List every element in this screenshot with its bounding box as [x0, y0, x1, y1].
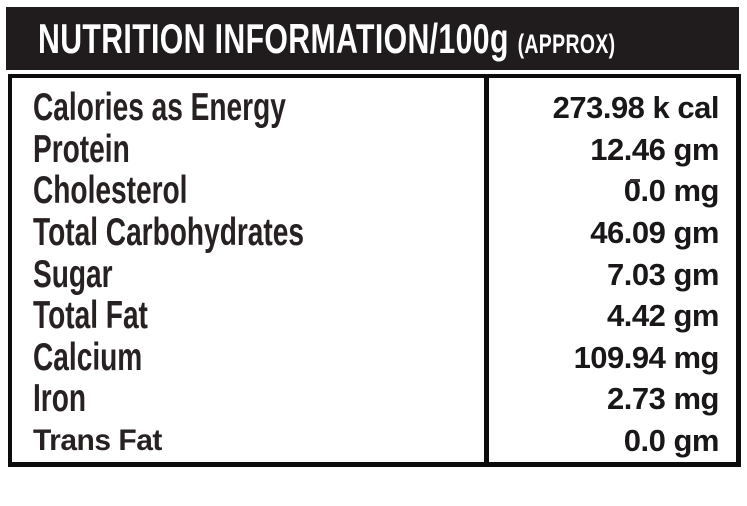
- nutrient-label: Calories as Energy: [33, 86, 286, 130]
- header-title-main: NUTRITION INFORMATION/100g: [38, 14, 509, 62]
- nutrient-label: Cholesterol: [33, 169, 188, 213]
- nutrient-label: Total Carbohydrates: [33, 211, 304, 255]
- nutrient-label-cell: Cholesterol: [12, 171, 484, 210]
- nutrient-label: Sugar: [33, 252, 113, 296]
- nutrient-label-cell: Calcium: [12, 338, 484, 377]
- column-divider: [484, 78, 489, 462]
- table-row-calories: Calories as Energy 273.98 k cal: [12, 87, 736, 129]
- nutrient-label-cell: Iron: [12, 379, 484, 418]
- nutrient-label-cell: Total Fat: [12, 296, 484, 335]
- nutrient-label-cell: Protein: [12, 130, 484, 169]
- nutrient-label: Iron: [33, 377, 87, 421]
- nutrient-label: Calcium: [33, 335, 143, 379]
- nutrient-label: Protein: [33, 127, 130, 171]
- scan-artifact-dash: [630, 179, 640, 182]
- table-row-carbohydrates: Total Carbohydrates 46.09 gm: [12, 212, 736, 254]
- header-title-note: (APPROX): [517, 28, 616, 59]
- table-row-calcium: Calcium 109.94 mg: [12, 337, 736, 379]
- nutrient-label-cell: Trans Fat: [12, 423, 484, 457]
- table-row-trans-fat: Trans Fat 0.0 gm: [12, 420, 736, 462]
- nutrient-value: 0.0 gm: [623, 423, 720, 459]
- table-row-sugar: Sugar 7.03 gm: [12, 253, 736, 295]
- nutrient-label: Trans Fat: [33, 423, 162, 457]
- nutrient-label-cell: Sugar: [12, 255, 484, 294]
- nutrient-value: 273.98 k cal: [552, 90, 720, 126]
- nutrition-table: Calories as Energy 273.98 k cal Protein …: [8, 74, 741, 467]
- nutrient-label-cell: Total Carbohydrates: [12, 213, 484, 252]
- nutrient-label-cell: Calories as Energy: [12, 88, 484, 127]
- nutrient-value: 4.42 gm: [607, 298, 719, 334]
- nutrition-rows: Calories as Energy 273.98 k cal Protein …: [12, 87, 736, 462]
- table-row-cholesterol: Cholesterol 0.0 mg: [12, 170, 736, 212]
- header-bar: NUTRITION INFORMATION/100g (APPROX): [6, 7, 739, 70]
- table-row-iron: Iron 2.73 mg: [12, 378, 736, 420]
- nutrient-value: 109.94 mg: [573, 339, 720, 375]
- nutrient-value: 12.46 gm: [590, 131, 719, 167]
- nutrient-value: 46.09 gm: [590, 215, 719, 251]
- table-row-total-fat: Total Fat 4.42 gm: [12, 295, 736, 337]
- header-title: NUTRITION INFORMATION/100g (APPROX): [38, 14, 616, 62]
- nutrient-value: 2.73 mg: [607, 381, 719, 417]
- nutrient-value: 0.0 mg: [623, 173, 720, 209]
- table-row-protein: Protein 12.46 gm: [12, 129, 736, 171]
- nutrient-value: 7.03 gm: [607, 256, 719, 292]
- nutrient-label: Total Fat: [33, 294, 148, 338]
